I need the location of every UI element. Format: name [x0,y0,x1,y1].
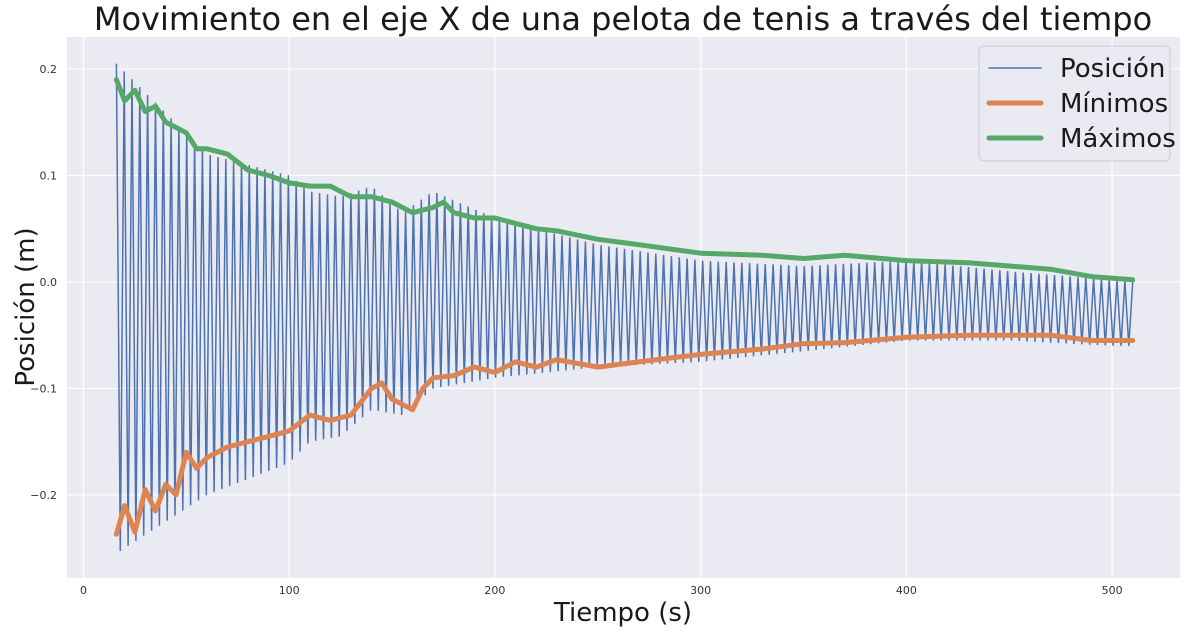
x-tick-label: 100 [279,584,300,597]
y-tick-label: 0.1 [40,169,58,182]
x-tick-label: 200 [484,584,505,597]
legend: Posición Mínimos Máximos [978,45,1176,162]
legend-entry-posicion-label: Posición [1060,54,1165,84]
series-line-minimos [113,332,1136,537]
x-tick-label: 400 [896,584,917,597]
x-tick-label: 0 [80,584,87,597]
x-tick-label: 500 [1102,584,1123,597]
series-layer [113,63,1136,552]
chart-title: Movimiento en el eje X de una pelota de … [94,0,1152,38]
y-tick-label: 0.2 [40,63,58,76]
series-line-posicion [115,63,1134,552]
y-tick-label: −0.2 [30,489,57,502]
axis-ticks: 0 100 200 300 400 500 −0.2 −0.1 0.0 0.1 0.2 [30,63,1122,597]
legend-entry-minimos-label: Mínimos [1060,89,1168,119]
x-axis-label: Tiempo (s) [553,598,692,628]
y-tick-label: −0.1 [30,382,57,395]
y-tick-label: 0.0 [40,276,58,289]
legend-entry-maximos-label: Máximos [1060,124,1176,154]
series-line-maximos [113,77,1136,283]
y-axis-label: Posición (m) [11,227,41,386]
legend-box [978,45,1171,162]
x-tick-label: 300 [690,584,711,597]
